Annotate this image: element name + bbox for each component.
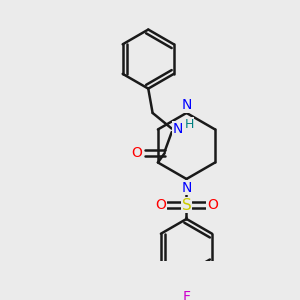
Text: O: O [207, 198, 218, 212]
Text: O: O [155, 198, 166, 212]
Text: N: N [181, 181, 192, 195]
Text: S: S [182, 198, 191, 213]
Text: O: O [131, 146, 142, 160]
Text: H: H [184, 118, 194, 131]
Text: F: F [182, 290, 190, 300]
Text: N: N [172, 122, 183, 136]
Text: N: N [181, 98, 192, 112]
